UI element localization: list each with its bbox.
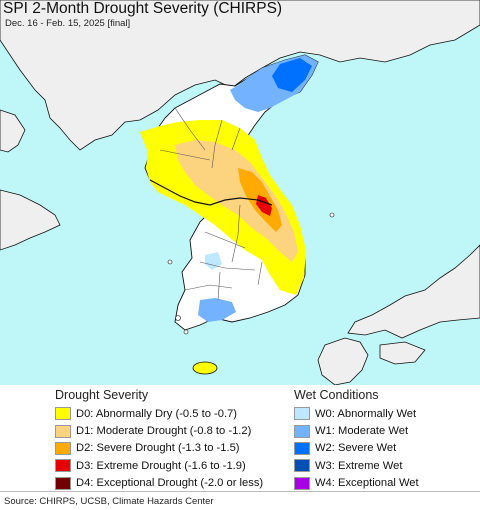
inter-korean-border: [149, 179, 273, 206]
severe-wet-northeast: [272, 58, 312, 92]
west-islet: [167, 259, 173, 265]
swatch-w4: [294, 476, 310, 490]
legend-label-w1: W1: Moderate Wet: [315, 425, 409, 438]
swatch-w2: [294, 441, 310, 455]
legend-label-d0: D0: Abnormally Dry (-0.5 to -0.7): [76, 407, 238, 420]
map-subtitle: Dec. 16 - Feb. 15, 2025 [final]: [5, 18, 131, 29]
ulleungdo-island: [329, 212, 335, 218]
legend-item-d2: D2: Severe Drought (-1.3 to -1.5): [55, 440, 263, 457]
wet-legend-title: Wet Conditions: [294, 388, 379, 402]
japan-honshu: [347, 244, 480, 339]
legend-label-d2: D2: Severe Drought (-1.3 to -1.5): [76, 442, 240, 455]
swatch-w1: [294, 424, 310, 438]
legend-item-d1: D1: Moderate Drought (-0.8 to -1.2): [55, 422, 263, 439]
swatch-d1: [55, 424, 71, 438]
legend-item-d4: D4: Exceptional Drought (-2.0 or less): [55, 475, 263, 492]
drought-severity-legend: Drought Severity D0: Abnormally Dry (-0.…: [55, 388, 263, 492]
swatch-d3: [55, 459, 71, 473]
legend-item-w3: W3: Extreme Wet: [294, 457, 419, 474]
japan-kyushu: [317, 337, 369, 385]
legend-item-w2: W2: Severe Wet: [294, 440, 419, 457]
swatch-w3: [294, 459, 310, 473]
province-borders: [159, 107, 263, 301]
wet-region-south: [198, 298, 236, 322]
drought-d1-region: [175, 140, 298, 262]
japan-shikoku: [379, 341, 426, 365]
source-credit: Source: CHIRPS, UCSB, Climate Hazards Ce…: [4, 496, 214, 507]
legend-item-w0: W0: Abnormally Wet: [294, 405, 419, 422]
mainland-china-russia: [0, 0, 480, 151]
legend-item-d0: D0: Abnormally Dry (-0.5 to -0.7): [55, 405, 263, 422]
wet-conditions-legend: Wet Conditions W0: Abnormally Wet W1: Mo…: [294, 388, 419, 492]
legend-label-w4: W4: Exceptional Wet: [315, 477, 419, 490]
legend-item-w4: W4: Exceptional Wet: [294, 475, 419, 492]
legend-label-w0: W0: Abnormally Wet: [315, 407, 417, 420]
china-west-coast: [0, 109, 26, 153]
legend-label-d4: D4: Exceptional Drought (-2.0 or less): [76, 477, 264, 490]
footer-divider: [0, 491, 480, 492]
legend-label-w3: W3: Extreme Wet: [315, 459, 403, 472]
southwest-islet-2: [183, 329, 189, 335]
legend-label-d1: D1: Moderate Drought (-0.8 to -1.2): [76, 425, 252, 438]
shandong-peninsula: [0, 189, 61, 251]
jeju-island: [192, 361, 218, 375]
legend-item-w1: W1: Moderate Wet: [294, 422, 419, 439]
legend-label-w2: W2: Severe Wet: [315, 442, 397, 455]
swatch-d0: [55, 407, 71, 421]
swatch-w0: [294, 407, 310, 421]
korea-drought-map: [0, 0, 480, 385]
legend-item-d3: D3: Extreme Drought (-1.6 to -1.9): [55, 457, 263, 474]
swatch-d2: [55, 441, 71, 455]
abnormally-wet-west: [205, 252, 222, 270]
legend-label-d3: D3: Extreme Drought (-1.6 to -1.9): [76, 459, 246, 472]
drought-legend-title: Drought Severity: [55, 388, 149, 402]
map-title: SPI 2-Month Drought Severity (CHIRPS): [3, 0, 283, 17]
southwest-islet-1: [175, 315, 181, 321]
swatch-d4: [55, 476, 71, 490]
